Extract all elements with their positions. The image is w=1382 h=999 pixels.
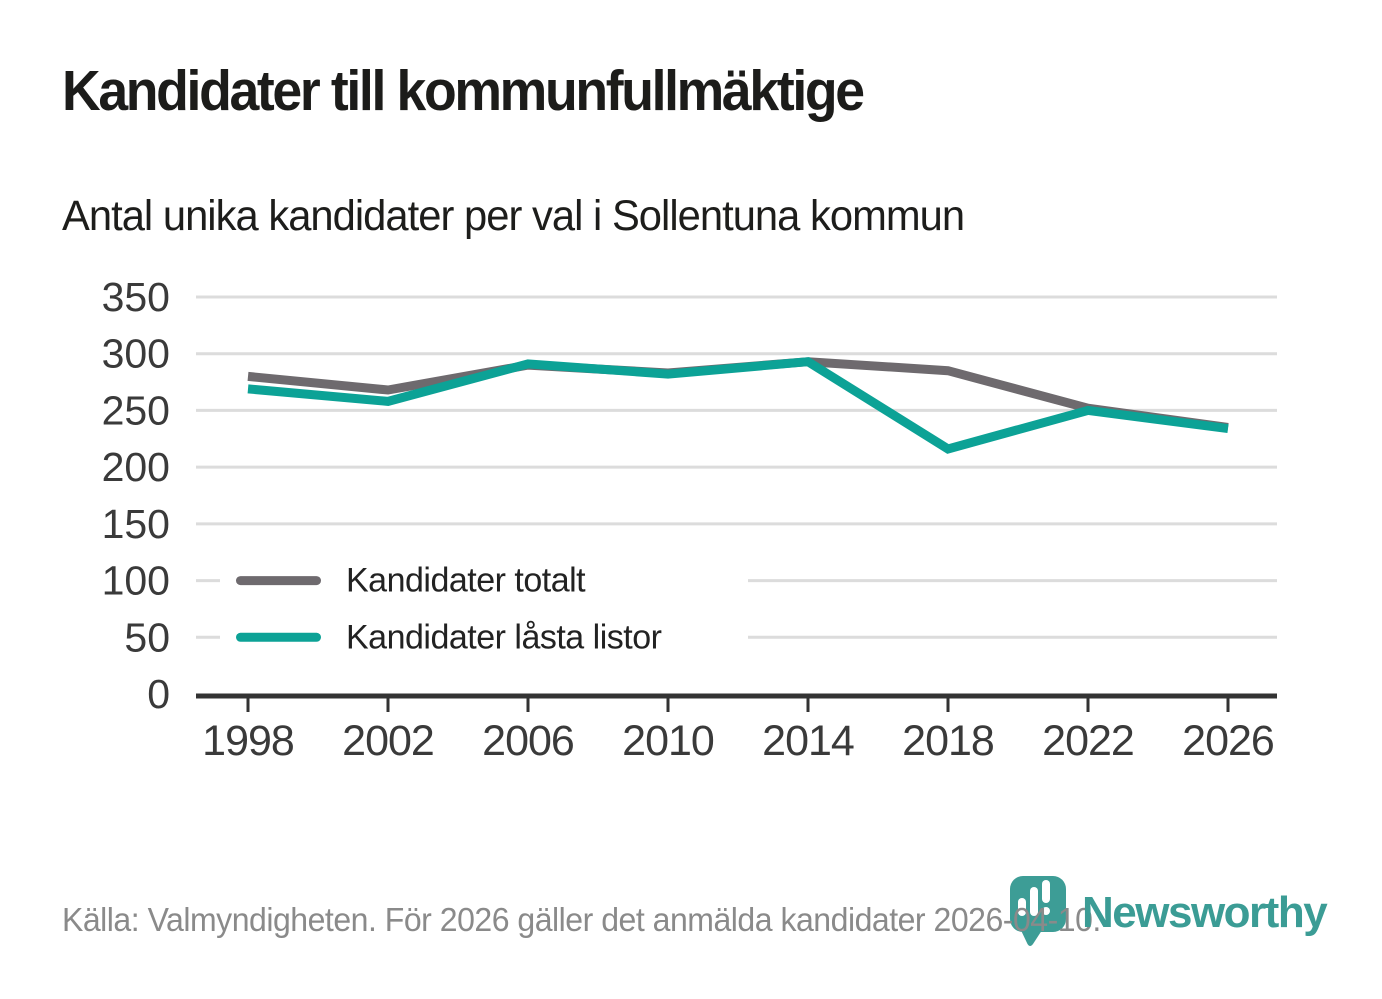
y-tick-label: 50 [124, 614, 170, 660]
series-line-kandidater-l-sta-listor [247, 357, 1229, 454]
chart-subtitle: Antal unika kandidater per val i Sollent… [62, 192, 965, 240]
x-tick-label: 2010 [622, 717, 714, 765]
page-title: Kandidater till kommunfullmäktige [62, 59, 865, 123]
newsworthy-pin-bar-chart-icon [1010, 876, 1066, 946]
legend-label: Kandidater låsta listor [346, 618, 662, 656]
y-tick-label: 0 [147, 671, 170, 717]
x-tick-label: 2022 [1042, 717, 1134, 765]
source-note: Källa: Valmyndigheten. För 2026 gäller d… [62, 901, 1101, 938]
y-tick-label: 250 [102, 387, 170, 433]
x-tick-label: 2014 [762, 717, 854, 765]
y-tick-label: 100 [102, 558, 170, 604]
legend-swatch [236, 576, 321, 586]
legend-label: Kandidater totalt [346, 562, 586, 600]
x-tick-label: 1998 [202, 717, 294, 765]
x-tick-label: 2026 [1182, 717, 1274, 765]
x-tick-label: 2006 [482, 717, 574, 765]
y-tick-label: 300 [102, 331, 170, 377]
y-tick-label: 200 [102, 444, 170, 490]
y-tick-label: 150 [102, 501, 170, 547]
y-tick-label: 350 [102, 274, 170, 320]
x-tick-label: 2018 [902, 717, 994, 765]
newsworthy-logo-wordmark: Newsworthy [1082, 888, 1328, 937]
x-tick-label: 2002 [342, 717, 434, 765]
legend-background [220, 548, 748, 670]
legend-swatch [236, 632, 321, 642]
